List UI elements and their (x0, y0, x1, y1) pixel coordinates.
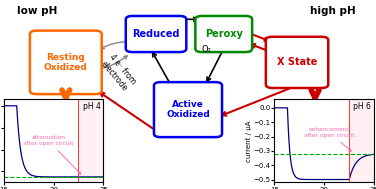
Bar (349, 99, 374, 182)
FancyArrowPatch shape (222, 86, 296, 116)
FancyArrowPatch shape (101, 42, 128, 49)
FancyBboxPatch shape (154, 82, 222, 137)
Text: pH 4: pH 4 (83, 102, 100, 111)
Text: O₂: O₂ (201, 45, 211, 54)
FancyArrowPatch shape (249, 33, 268, 41)
FancyArrowPatch shape (251, 44, 271, 52)
FancyArrowPatch shape (153, 53, 170, 83)
Text: X State: X State (277, 57, 317, 67)
Text: 4 e⁻ from
electrode: 4 e⁻ from electrode (99, 53, 138, 93)
Text: pH 6: pH 6 (353, 102, 371, 111)
Text: enhancement
after open circuit: enhancement after open circuit (304, 127, 355, 151)
Text: Reduced: Reduced (132, 29, 180, 39)
FancyBboxPatch shape (30, 31, 102, 94)
Text: high pH: high pH (310, 6, 356, 16)
Text: Active
Oxidized: Active Oxidized (166, 100, 210, 119)
Text: Peroxy: Peroxy (205, 29, 243, 39)
Text: Resting
Oxidized: Resting Oxidized (44, 53, 88, 72)
FancyBboxPatch shape (126, 16, 186, 52)
FancyArrowPatch shape (207, 51, 223, 81)
FancyBboxPatch shape (196, 16, 252, 52)
Y-axis label: current / μA: current / μA (246, 120, 252, 162)
FancyBboxPatch shape (266, 37, 328, 88)
Text: attenuation
after open circuit: attenuation after open circuit (23, 135, 81, 174)
FancyArrowPatch shape (100, 93, 158, 132)
FancyArrowPatch shape (62, 90, 70, 98)
Text: low pH: low pH (17, 6, 58, 16)
FancyArrowPatch shape (183, 17, 198, 21)
Bar (79, 99, 103, 182)
FancyArrowPatch shape (97, 56, 127, 69)
FancyArrowPatch shape (311, 90, 319, 98)
